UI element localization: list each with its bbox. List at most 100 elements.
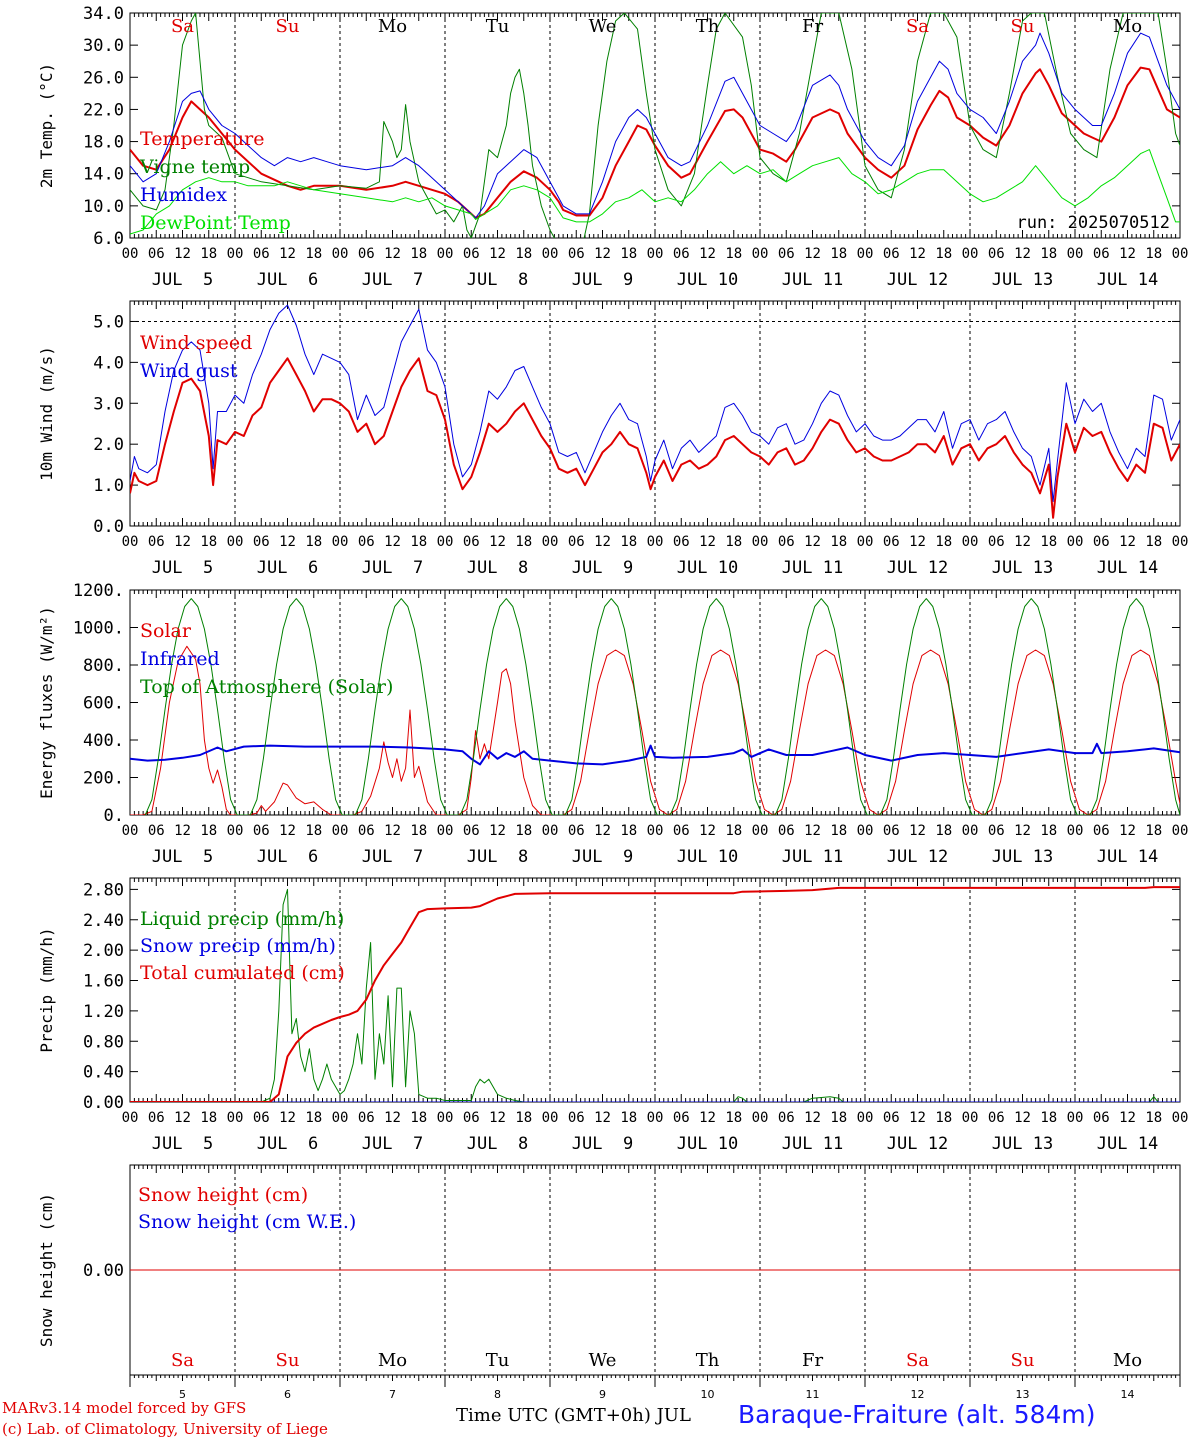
x-tick-label: 00 [857,246,874,262]
x-tick-label: 12 [174,246,191,262]
x-tick-label: 12 [384,1110,401,1126]
x-tick-label: 06 [463,534,480,550]
x-tick-label: 00 [437,823,454,839]
x-tick-label: 18 [410,823,427,839]
legend-entry: Wind speed [140,332,252,354]
date-label: JUL 10 [677,558,738,578]
x-tick-label: 12 [1119,1110,1136,1126]
x-tick-label: 18 [830,1110,847,1126]
date-label: JUL 7 [362,558,423,578]
x-tick-label: 00 [122,246,139,262]
x-tick-label: 06 [988,534,1005,550]
legend-entry: Humidex [140,184,227,206]
x-tick-label: 12 [279,534,296,550]
x-tick-label: 06 [463,823,480,839]
x-tick-label: 12 [489,246,506,262]
date-label: JUL 8 [467,558,528,578]
y-tick-label: 1.60 [83,972,124,992]
legend-entry: Liquid precip (mm/h) [140,908,344,930]
x-tick-label: 00 [227,1110,244,1126]
x-tick-label: 12 [279,823,296,839]
x-tick-label: 12 [699,823,716,839]
y-tick-label: 1000. [73,619,124,639]
date-label: JUL 10 [677,847,738,867]
date-label: JUL 14 [1097,1134,1158,1154]
x-tick-label: 00 [857,823,874,839]
series-line-1 [130,645,1180,815]
date-label: JUL 14 [1097,558,1158,578]
day-number: 14 [1121,1388,1135,1401]
panel-1: 6.0 10.0 14.0 18.0 22.0 26.0 30.0 34.0 2m Temp. … [37,4,1188,290]
panel-4: 0.00 0.40 0.80 1.20 1.60 2.00 2.40 2.80 Precip (… [37,877,1188,1154]
y-tick-label: 18.0 [83,133,124,153]
weekday-label: Sa [171,16,194,37]
y-tick-label: 0.0 [93,517,124,537]
series-line-1 [130,66,1180,219]
x-tick-label: 06 [568,823,585,839]
x-tick-label: 12 [699,534,716,550]
x-tick-label: 00 [752,1110,769,1126]
x-tick-label: 00 [227,823,244,839]
day-number: 13 [1016,1388,1030,1401]
weekday-label-bottom: Mo [1113,1350,1142,1371]
x-tick-label: 00 [1067,534,1084,550]
x-tick-label: 00 [962,534,979,550]
x-tick-label: 18 [1145,1110,1162,1126]
x-tick-label: 12 [1014,823,1031,839]
weekday-label: Su [276,16,300,37]
x-tick-label: 06 [673,823,690,839]
x-tick-label: 12 [909,246,926,262]
y-tick-label: 1.0 [93,476,124,496]
date-label: JUL 7 [362,270,423,290]
weekday-label-bottom: Sa [906,1350,929,1371]
y-axis-label: 10m Wind (m/s) [37,346,56,481]
x-tick-label: 06 [883,246,900,262]
x-tick-label: 12 [594,246,611,262]
x-tick-label: 18 [935,1110,952,1126]
x-tick-label: 06 [358,246,375,262]
x-tick-label: 00 [227,534,244,550]
x-tick-label: 00 [752,534,769,550]
y-tick-label: 3.0 [93,394,124,414]
legend-entry: Infrared [140,648,220,670]
x-tick-label: 18 [830,534,847,550]
x-tick-label: 00 [1067,246,1084,262]
date-label: JUL 14 [1097,270,1158,290]
x-tick-label: 12 [384,534,401,550]
x-tick-label: 00 [647,246,664,262]
x-tick-label: 00 [227,246,244,262]
x-tick-label: 00 [752,823,769,839]
date-label: JUL 9 [572,847,633,867]
x-tick-label: 06 [1093,246,1110,262]
x-tick-label: 18 [1145,534,1162,550]
y-tick-label: 34.0 [83,4,124,24]
y-tick-label: 600. [83,694,124,714]
x-tick-label: 18 [515,1110,532,1126]
legend-entry: Top of Atmosphere (Solar) [140,676,393,698]
y-tick-label: 2.00 [83,941,124,961]
panel-2: 0.0 1.0 2.0 3.0 4.0 5.0 10m Wind (m/s) Wind spe… [37,300,1188,578]
x-tick-label: 12 [384,246,401,262]
x-tick-label: 06 [778,823,795,839]
date-label: JUL 6 [257,1134,318,1154]
x-tick-label: 12 [594,1110,611,1126]
x-tick-label: 12 [384,823,401,839]
weekday-label-bottom: Sa [171,1350,194,1371]
weekday-label: Mo [1113,16,1142,37]
x-tick-label: 06 [988,1110,1005,1126]
date-label: JUL 13 [992,847,1053,867]
x-tick-label: 06 [148,1110,165,1126]
date-label: JUL 7 [362,1134,423,1154]
series-line-2 [130,13,1180,238]
y-tick-label: 2.40 [83,911,124,931]
x-tick-label: 18 [410,1110,427,1126]
x-tick-label: 00 [122,1110,139,1126]
x-tick-label: 06 [1093,534,1110,550]
x-tick-label: 18 [200,1110,217,1126]
y-tick-label: 0. [104,806,124,826]
x-tick-label: 00 [1172,246,1189,262]
weekday-label: Su [1011,16,1035,37]
legend-entry: Snow precip (mm/h) [140,935,336,957]
legend-entry: Snow height (cm W.E.) [138,1211,356,1233]
series-line-3 [130,886,1180,1102]
